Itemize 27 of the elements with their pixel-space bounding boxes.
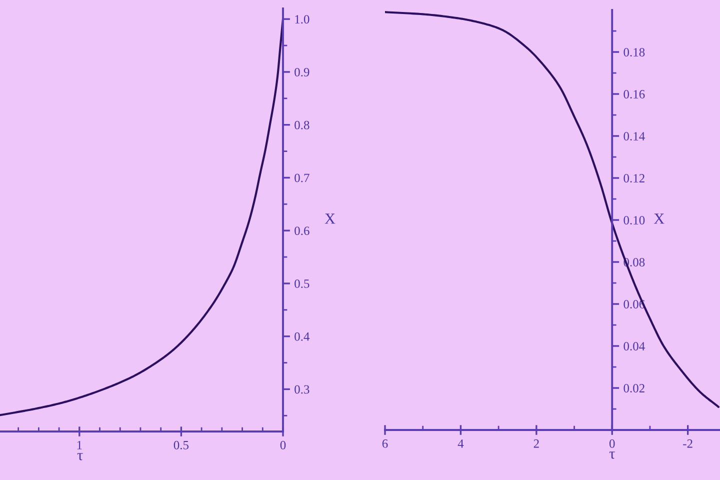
x-tick-label: 1 — [77, 440, 82, 450]
y-tick-label: 0.6 — [294, 226, 310, 236]
y-tick-label: 0.18 — [624, 48, 645, 57]
x-tick-label: 0.5 — [174, 440, 189, 450]
x-tick-label: 0 — [280, 440, 286, 450]
x-tick-label: 4 — [458, 439, 464, 448]
y-tick-label: 0.3 — [294, 385, 310, 394]
y-tick-label: 0.04 — [624, 342, 645, 351]
x-tick-label: 0 — [609, 439, 615, 448]
x-tick-label: 2 — [534, 439, 539, 448]
y-tick-label: 0.16 — [624, 90, 645, 99]
y-tick-label: 0.14 — [624, 132, 645, 141]
y-tick-label: 0.8 — [294, 120, 310, 130]
x-axis-title: τ — [77, 453, 83, 460]
y-tick-label: 0.4 — [294, 332, 310, 341]
y-tick-label: 0.7 — [294, 174, 310, 182]
x-tick-label: -2 — [683, 439, 692, 448]
x-axis-title: τ — [609, 452, 615, 459]
y-axis-title: X — [654, 214, 664, 224]
y-axis-title: X — [324, 214, 336, 224]
x-tick-label: 6 — [382, 439, 388, 448]
y-tick-label: 1.0 — [295, 15, 310, 24]
y-tick-label: 0.9 — [294, 68, 310, 76]
y-tick-label: 0.10 — [624, 216, 645, 225]
y-tick-label: 0.12 — [624, 174, 644, 183]
y-tick-label: 0.5 — [294, 279, 310, 288]
y-tick-label: 0.02 — [624, 384, 644, 393]
